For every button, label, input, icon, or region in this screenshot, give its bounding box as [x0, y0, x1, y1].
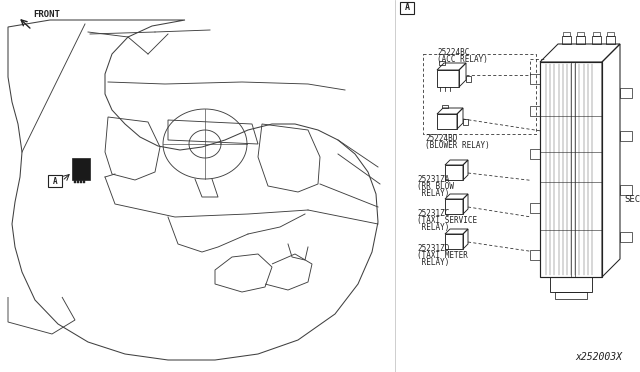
Bar: [466, 76, 471, 82]
Bar: [620, 185, 632, 195]
Text: (ACC RELAY): (ACC RELAY): [437, 55, 488, 64]
Bar: [445, 234, 463, 249]
Bar: [74, 180, 76, 183]
Bar: [562, 36, 571, 44]
Bar: [437, 114, 457, 129]
Bar: [550, 277, 592, 292]
Bar: [571, 62, 575, 277]
Bar: [607, 32, 614, 36]
Text: 25224BD: 25224BD: [425, 134, 458, 143]
Text: x252003X: x252003X: [575, 352, 622, 362]
Bar: [463, 119, 468, 125]
Bar: [530, 106, 540, 116]
Bar: [445, 165, 463, 180]
Bar: [442, 105, 448, 108]
Bar: [530, 250, 540, 260]
Text: A: A: [52, 176, 58, 186]
Text: (TAXI METER: (TAXI METER: [417, 251, 468, 260]
Text: 25231ZD: 25231ZD: [417, 244, 449, 253]
Bar: [563, 32, 570, 36]
Bar: [577, 32, 584, 36]
Text: A: A: [404, 3, 410, 13]
Bar: [620, 232, 632, 242]
Text: FRONT: FRONT: [33, 10, 60, 19]
Text: (RR BLOW: (RR BLOW: [417, 182, 454, 191]
Text: RELAY): RELAY): [417, 223, 449, 232]
Bar: [77, 180, 79, 183]
Bar: [439, 61, 445, 65]
Bar: [620, 131, 632, 141]
Bar: [80, 180, 82, 183]
Bar: [400, 2, 414, 14]
Bar: [540, 62, 602, 277]
Text: (TAXI SERVICE: (TAXI SERVICE: [417, 216, 477, 225]
Bar: [555, 292, 587, 299]
Bar: [48, 175, 62, 187]
Bar: [530, 149, 540, 159]
Bar: [437, 70, 459, 87]
Bar: [72, 158, 90, 180]
Text: (BLOWER RELAY): (BLOWER RELAY): [425, 141, 490, 150]
Text: SEC.240: SEC.240: [624, 195, 640, 204]
Text: RELAY): RELAY): [417, 258, 449, 267]
Bar: [83, 180, 85, 183]
Text: 25224BC: 25224BC: [437, 48, 469, 57]
Text: 25231ZA: 25231ZA: [417, 175, 449, 184]
Bar: [530, 74, 540, 83]
Bar: [593, 32, 600, 36]
Bar: [620, 88, 632, 98]
Text: 25231ZC: 25231ZC: [417, 209, 449, 218]
Bar: [445, 199, 463, 214]
Bar: [530, 202, 540, 212]
Text: RELAY): RELAY): [417, 189, 449, 198]
Bar: [576, 36, 585, 44]
Bar: [592, 36, 601, 44]
Bar: [606, 36, 615, 44]
